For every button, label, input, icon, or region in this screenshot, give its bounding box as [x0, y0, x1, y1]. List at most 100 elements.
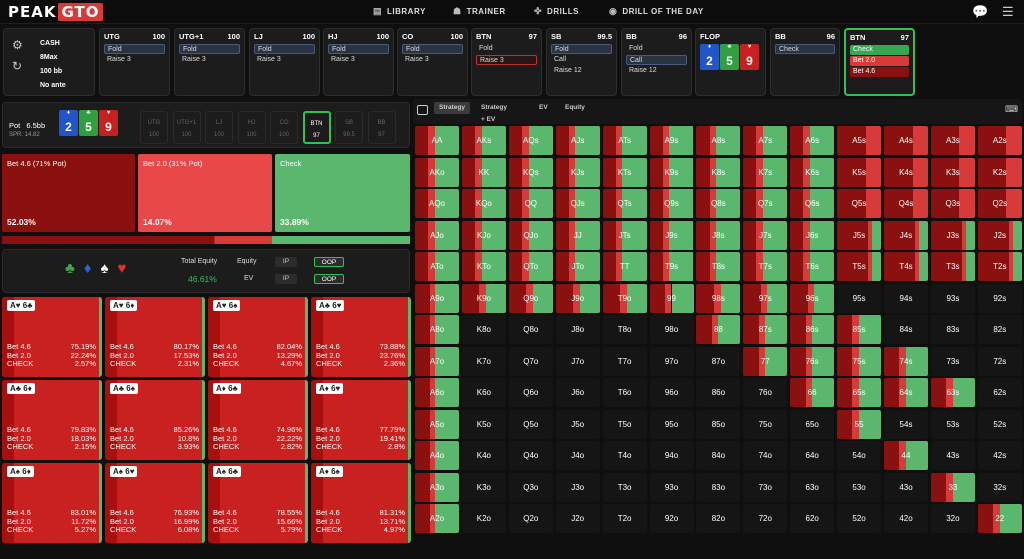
pos-bb-flop[interactable]: BB 96 Check: [770, 28, 840, 96]
matrix-cell[interactable]: 87s: [743, 315, 788, 344]
matrix-cell[interactable]: Q7s: [743, 189, 788, 218]
pos-utg[interactable]: UTG 100 Fold Raise 3: [99, 28, 170, 96]
matrix-cell[interactable]: T3o: [602, 472, 647, 502]
matrix-cell[interactable]: Q5o: [508, 409, 553, 439]
matrix-cell[interactable]: 32o: [930, 504, 975, 533]
action-raise-3[interactable]: Raise 3: [182, 56, 206, 63]
seat-utgp1[interactable]: UTG+1 100: [172, 111, 201, 144]
matrix-cell[interactable]: 77: [743, 346, 788, 376]
matrix-cell[interactable]: 42s: [977, 441, 1022, 470]
matrix-cell[interactable]: T9s: [649, 252, 694, 281]
seat-hj[interactable]: HJ 100: [237, 111, 266, 144]
combo-card[interactable]: A♦ 6♣ Bet 4.6 74.96% Bet 2.0 22.22% CHECK 2.82…: [208, 380, 308, 460]
matrix-cell[interactable]: Q8o: [508, 315, 553, 344]
matrix-cell[interactable]: 72o: [743, 504, 788, 533]
matrix-cell[interactable]: 64s: [884, 378, 928, 407]
matrix-cell[interactable]: J5s: [837, 220, 882, 250]
matrix-cell[interactable]: TT: [602, 252, 647, 281]
matrix-cell[interactable]: 52s: [977, 409, 1022, 439]
matrix-cell[interactable]: JJ: [555, 220, 600, 250]
matrix-cell[interactable]: 52o: [837, 504, 882, 533]
tab-strategy-ev[interactable]: Strategy + EV: [481, 104, 508, 123]
controller-icon[interactable]: ⌨: [1005, 104, 1018, 114]
matrix-cell[interactable]: T9o: [602, 283, 647, 313]
pos-btn[interactable]: BTN 97 Fold Raise 3: [471, 28, 542, 96]
matrix-cell[interactable]: 86o: [696, 378, 741, 407]
combo-card[interactable]: A♣ 6♥ Bet 4.6 73.88% Bet 2.0 23.76% CHECK 2.36…: [311, 297, 411, 377]
pos-bb[interactable]: BB 96 Fold Call Raise 12: [621, 28, 692, 96]
matrix-cell[interactable]: J7s: [743, 220, 788, 250]
matrix-cell[interactable]: T4o: [602, 441, 647, 470]
matrix-cell[interactable]: A4s: [884, 126, 928, 155]
nav-trainer[interactable]: ☗ TRAINER: [453, 6, 506, 17]
seat-sb[interactable]: SB 99.5: [335, 111, 363, 144]
matrix-cell[interactable]: J9o: [555, 283, 600, 313]
matrix-cell[interactable]: K4o: [461, 441, 506, 470]
matrix-cell[interactable]: A3o: [415, 472, 459, 502]
action-raise-12[interactable]: Raise 12: [629, 67, 657, 74]
action-raise-3[interactable]: Raise 3: [107, 56, 131, 63]
combo-card[interactable]: A♥ 6♦ Bet 4.6 80.17% Bet 2.0 17.53% CHECK 2.31…: [105, 297, 205, 377]
matrix-cell[interactable]: A6s: [790, 126, 835, 155]
matrix-cell[interactable]: T8o: [602, 315, 647, 344]
action-bet-46[interactable]: Bet 4.6: [850, 67, 909, 77]
matrix-cell[interactable]: A8s: [696, 126, 741, 155]
matrix-cell[interactable]: AJs: [555, 126, 600, 155]
matrix-cell[interactable]: KQo: [461, 189, 506, 218]
action-bet-2-box[interactable]: Bet 2.0 (31% Pot) 14.07%: [138, 154, 272, 232]
suit-filter-icon[interactable]: ♠: [100, 260, 109, 277]
matrix-cell[interactable]: J8s: [696, 220, 741, 250]
matrix-cell[interactable]: K4s: [884, 157, 928, 187]
matrix-cell[interactable]: T4s: [884, 252, 928, 281]
combo-card[interactable]: A♥ 6♠ Bet 4.6 82.04% Bet 2.0 13.29% CHECK 4.67…: [208, 297, 308, 377]
matrix-cell[interactable]: K8s: [696, 157, 741, 187]
matrix-cell[interactable]: 42o: [884, 504, 928, 533]
tab-ev[interactable]: EV: [539, 104, 548, 111]
matrix-cell[interactable]: J6s: [790, 220, 835, 250]
equity-ip-toggle[interactable]: IP: [275, 257, 297, 267]
matrix-cell[interactable]: 97s: [743, 283, 788, 313]
matrix-cell[interactable]: QTo: [508, 252, 553, 281]
matrix-cell[interactable]: J4o: [555, 441, 600, 470]
action-fold[interactable]: Fold: [402, 44, 463, 54]
action-raise-3[interactable]: Raise 3: [405, 56, 429, 63]
matrix-cell[interactable]: 97o: [649, 346, 694, 376]
matrix-cell[interactable]: K3o: [461, 472, 506, 502]
matrix-cell[interactable]: KQs: [508, 157, 553, 187]
matrix-cell[interactable]: T2o: [602, 504, 647, 533]
seat-utg[interactable]: UTG 100: [140, 111, 168, 144]
chat-icon[interactable]: 💬: [972, 4, 989, 19]
matrix-cell[interactable]: 53s: [930, 409, 975, 439]
matrix-cell[interactable]: KTo: [461, 252, 506, 281]
matrix-cell[interactable]: QJo: [508, 220, 553, 250]
matrix-cell[interactable]: JTs: [602, 220, 647, 250]
action-bet-46-box[interactable]: Bet 4.6 (71% Pot) 52.03%: [2, 154, 135, 232]
matrix-cell[interactable]: A4o: [415, 441, 459, 470]
pos-utgp1[interactable]: UTG+1 100 Fold Raise 3: [174, 28, 245, 96]
matrix-cell[interactable]: 98s: [696, 283, 741, 313]
matrix-cell[interactable]: 99: [649, 283, 694, 313]
layout-icon[interactable]: [417, 105, 428, 115]
action-raise-3[interactable]: Raise 3: [257, 56, 281, 63]
matrix-cell[interactable]: 74o: [743, 441, 788, 470]
matrix-cell[interactable]: K5o: [461, 409, 506, 439]
matrix-cell[interactable]: Q9o: [508, 283, 553, 313]
matrix-cell[interactable]: 63o: [790, 472, 835, 502]
matrix-cell[interactable]: 96o: [649, 378, 694, 407]
equity-oop-toggle[interactable]: OOP: [314, 257, 344, 267]
matrix-cell[interactable]: A9o: [415, 283, 459, 313]
matrix-cell[interactable]: 94s: [884, 283, 928, 313]
matrix-cell[interactable]: 94o: [649, 441, 694, 470]
matrix-cell[interactable]: A8o: [415, 315, 459, 344]
matrix-cell[interactable]: A2s: [977, 126, 1022, 155]
matrix-cell[interactable]: K8o: [461, 315, 506, 344]
matrix-cell[interactable]: T8s: [696, 252, 741, 281]
seat-co[interactable]: CO 100: [270, 111, 298, 144]
matrix-cell[interactable]: 83s: [930, 315, 975, 344]
action-fold[interactable]: Fold: [104, 44, 165, 54]
action-check[interactable]: Check: [850, 45, 909, 55]
tab-equity[interactable]: Equity: [565, 104, 585, 111]
action-fold[interactable]: Fold: [629, 45, 643, 52]
matrix-cell[interactable]: 82s: [977, 315, 1022, 344]
matrix-cell[interactable]: 96s: [790, 283, 835, 313]
